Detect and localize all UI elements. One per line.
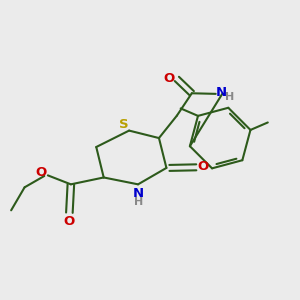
Text: H: H xyxy=(134,197,143,207)
Text: O: O xyxy=(64,215,75,228)
Text: S: S xyxy=(119,118,128,130)
Text: H: H xyxy=(225,92,235,102)
Text: O: O xyxy=(36,167,47,179)
Text: N: N xyxy=(215,86,226,99)
Text: N: N xyxy=(133,187,144,200)
Text: O: O xyxy=(197,160,208,173)
Text: O: O xyxy=(164,72,175,85)
